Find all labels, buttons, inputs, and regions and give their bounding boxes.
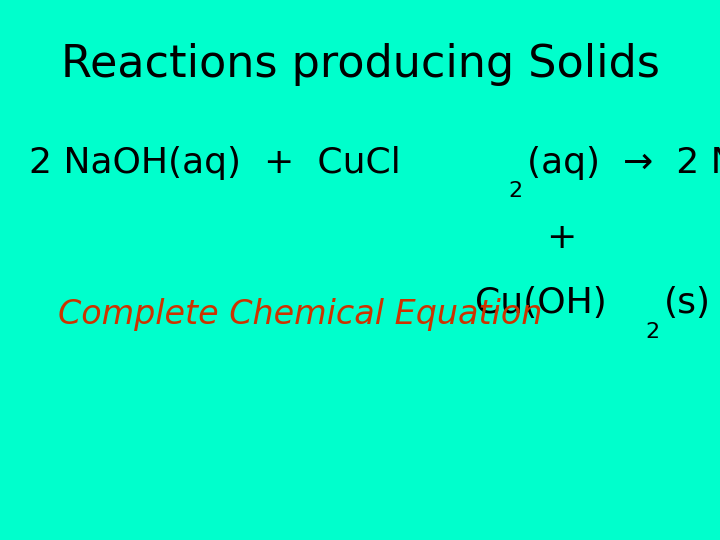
Text: Complete Chemical Equation: Complete Chemical Equation xyxy=(58,298,542,331)
Text: (aq)  →  2 NaCl(aq): (aq) → 2 NaCl(aq) xyxy=(527,146,720,180)
Text: (s): (s) xyxy=(663,286,711,320)
Text: 2 NaOH(aq)  +  CuCl: 2 NaOH(aq) + CuCl xyxy=(29,146,400,180)
Text: +: + xyxy=(546,221,577,255)
Text: 2: 2 xyxy=(508,181,523,201)
Text: Reactions producing Solids: Reactions producing Solids xyxy=(60,43,660,86)
Text: 2: 2 xyxy=(645,321,660,341)
Text: Cu(OH): Cu(OH) xyxy=(475,286,607,320)
